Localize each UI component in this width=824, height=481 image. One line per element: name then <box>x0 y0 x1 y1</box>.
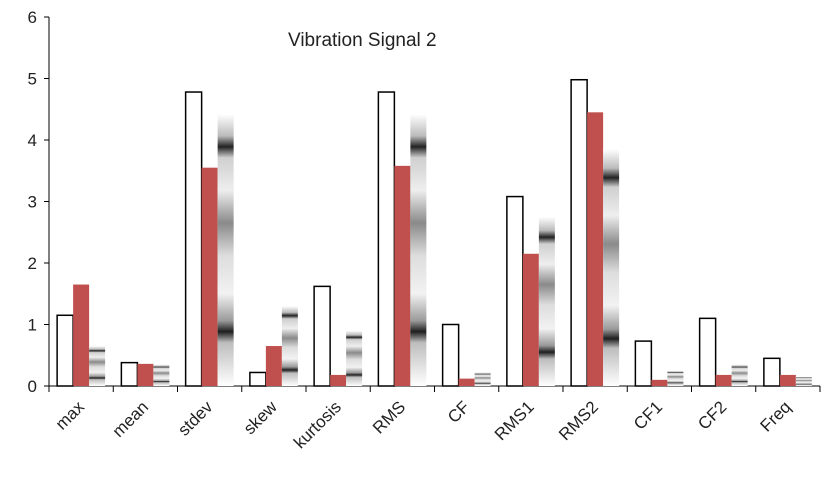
bar-series-2 <box>715 374 732 386</box>
bar-series-3 <box>603 149 620 386</box>
y-tick-label: 6 <box>28 8 37 27</box>
bar-series-1 <box>698 317 717 387</box>
bar-series-1 <box>634 340 653 387</box>
x-category-label: max <box>52 397 88 433</box>
axes <box>44 16 821 392</box>
x-category-label: RMS1 <box>491 397 538 444</box>
y-tick-label: 4 <box>28 131 37 150</box>
bar-series-2 <box>265 346 282 386</box>
bar-series-3 <box>89 346 106 386</box>
bar-series-1 <box>377 91 396 387</box>
y-tick-label: 5 <box>28 70 37 89</box>
x-category-label: RMS <box>369 397 409 437</box>
bar-series-1 <box>441 323 460 387</box>
x-category-label: RMS2 <box>555 397 602 444</box>
bar-series-3 <box>346 330 363 386</box>
bar-series-1 <box>249 371 267 387</box>
y-tick-label: 3 <box>28 193 37 212</box>
bar-series-2 <box>458 378 475 386</box>
bar-series-3 <box>281 306 298 386</box>
bar-series-2 <box>587 112 604 386</box>
chart-title: Vibration Signal 2 <box>288 30 437 51</box>
bar-series-2 <box>394 165 411 386</box>
bars <box>56 78 812 387</box>
bar-series-1 <box>763 357 781 387</box>
bar-series-2 <box>137 363 154 386</box>
bar-series-3 <box>731 364 748 386</box>
bar-series-2 <box>201 167 218 386</box>
x-category-label: stdev <box>174 397 217 440</box>
bar-series-1 <box>506 195 524 387</box>
bar-series-3 <box>410 114 427 387</box>
bar-series-2 <box>330 374 347 386</box>
bar-series-2 <box>779 374 796 386</box>
bar-series-2 <box>73 284 90 386</box>
x-category-label: Freq <box>757 397 795 435</box>
bar-series-1 <box>570 78 588 387</box>
x-category-label: kurtosis <box>290 397 345 452</box>
x-category-label: skew <box>240 397 281 438</box>
bar-series-3 <box>153 364 170 386</box>
bar-series-1 <box>313 285 331 387</box>
y-tick-label: 1 <box>28 316 37 335</box>
bar-series-1 <box>120 361 139 387</box>
bar-series-1 <box>56 314 74 387</box>
x-category-label: CF <box>444 397 473 426</box>
bar-series-3 <box>217 114 234 387</box>
bar-series-3 <box>667 370 684 386</box>
bar-series-2 <box>522 253 539 386</box>
y-tick-label: 0 <box>28 377 37 396</box>
bar-series-3 <box>474 372 491 386</box>
x-category-label: CF1 <box>630 397 666 433</box>
bar-series-3 <box>538 216 555 386</box>
bar-series-3 <box>795 376 812 386</box>
bar-series-1 <box>184 91 203 387</box>
y-tick-label: 2 <box>28 254 37 273</box>
bar-series-2 <box>651 379 668 386</box>
x-category-label: mean <box>109 397 153 441</box>
x-category-label: CF2 <box>694 397 730 433</box>
